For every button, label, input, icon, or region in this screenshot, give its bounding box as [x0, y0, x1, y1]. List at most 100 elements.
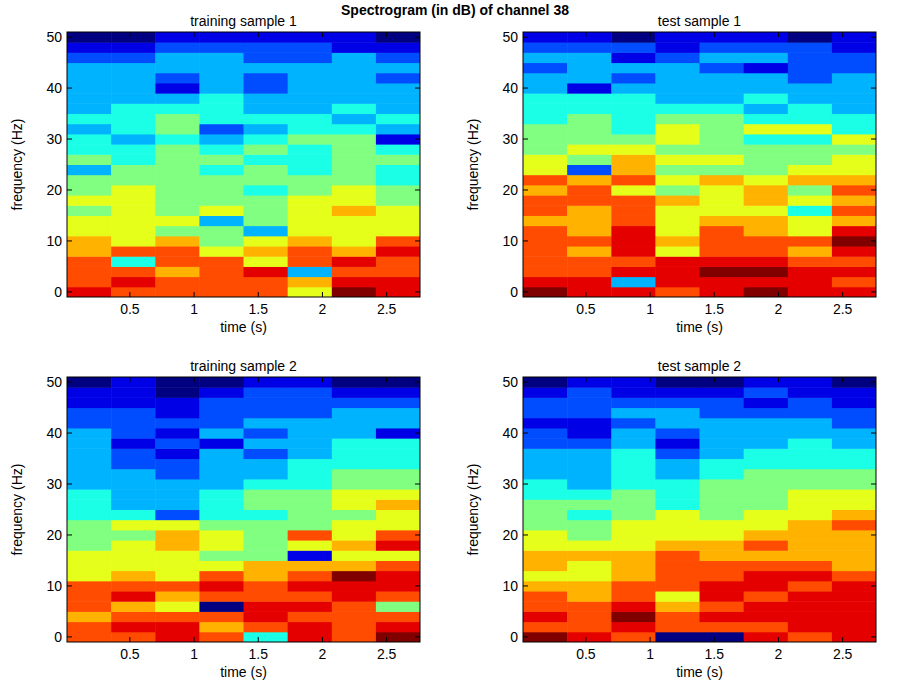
- cell: [288, 175, 333, 186]
- y-tick: [871, 636, 876, 637]
- cell: [832, 540, 876, 551]
- cell: [155, 114, 200, 125]
- cell: [832, 154, 876, 165]
- cell: [655, 408, 700, 419]
- cell: [376, 185, 420, 196]
- y-axis-title: frequency (Hz): [465, 119, 481, 211]
- cell: [567, 530, 612, 541]
- cell: [67, 154, 112, 165]
- cell: [611, 520, 656, 531]
- cell: [611, 438, 656, 449]
- cell: [376, 246, 420, 257]
- cell: [155, 591, 200, 602]
- cell: [700, 601, 745, 612]
- cell: [288, 195, 333, 206]
- cell: [332, 215, 377, 226]
- cell: [744, 32, 789, 43]
- cell: [111, 530, 156, 541]
- cell: [111, 266, 156, 277]
- cell: [700, 520, 745, 531]
- cell: [244, 560, 289, 571]
- y-tick: [871, 88, 876, 89]
- cell: [67, 195, 112, 206]
- cell: [611, 246, 656, 257]
- y-tick-label: 0: [510, 284, 518, 300]
- cell: [244, 266, 289, 277]
- cell: [155, 499, 200, 510]
- cell: [788, 175, 833, 186]
- cell: [111, 611, 156, 622]
- cell: [700, 387, 745, 398]
- cell: [655, 175, 700, 186]
- cell: [332, 459, 377, 470]
- cell: [611, 581, 656, 592]
- cell: [199, 103, 244, 114]
- y-tick: [67, 240, 72, 241]
- cell: [523, 246, 568, 257]
- cell: [332, 175, 377, 186]
- cell: [523, 448, 568, 459]
- cells: [523, 32, 876, 297]
- x-tick-label: 1.5: [249, 646, 269, 662]
- x-tick-label: 2.5: [833, 646, 853, 662]
- cell: [611, 256, 656, 267]
- cell: [199, 438, 244, 449]
- cell: [655, 236, 700, 247]
- cell: [788, 215, 833, 226]
- cell: [567, 236, 612, 247]
- cell: [199, 459, 244, 470]
- cell: [700, 408, 745, 419]
- cell: [655, 83, 700, 94]
- cell: [523, 581, 568, 592]
- cell: [244, 591, 289, 602]
- cell: [523, 550, 568, 561]
- figure: Spectrogram (in dB) of channel 380.511.5…: [0, 0, 910, 698]
- x-tick: [842, 637, 843, 642]
- cell: [288, 42, 333, 53]
- cell: [788, 510, 833, 521]
- cell: [700, 591, 745, 602]
- cell: [567, 73, 612, 84]
- cell: [523, 489, 568, 500]
- cell: [111, 520, 156, 531]
- cell: [744, 530, 789, 541]
- panel-title: training sample 1: [190, 13, 297, 29]
- cell: [700, 226, 745, 237]
- cell: [155, 246, 200, 257]
- cell: [567, 387, 612, 398]
- cell: [700, 397, 745, 408]
- y-tick: [871, 585, 876, 586]
- cell: [288, 632, 333, 642]
- cell: [376, 114, 420, 125]
- cell: [611, 479, 656, 490]
- y-tick: [67, 139, 72, 140]
- cell: [376, 622, 420, 633]
- cell: [155, 83, 200, 94]
- cell: [199, 448, 244, 459]
- cell: [700, 52, 745, 63]
- background: [0, 0, 910, 698]
- cell: [832, 83, 876, 94]
- cell: [244, 114, 289, 125]
- cell: [567, 154, 612, 165]
- cell: [523, 175, 568, 186]
- cell: [655, 144, 700, 155]
- cell: [376, 632, 420, 642]
- cell: [788, 387, 833, 398]
- cell: [832, 387, 876, 398]
- cell: [111, 397, 156, 408]
- cell: [788, 601, 833, 612]
- cell: [111, 63, 156, 74]
- cell: [288, 114, 333, 125]
- cell: [611, 622, 656, 633]
- cell: [655, 256, 700, 267]
- cell: [611, 236, 656, 247]
- cell: [288, 479, 333, 490]
- cell: [199, 236, 244, 247]
- cell: [332, 246, 377, 257]
- cell: [376, 560, 420, 571]
- cell: [655, 134, 700, 145]
- cell: [788, 591, 833, 602]
- cell: [288, 266, 333, 277]
- cell: [611, 205, 656, 216]
